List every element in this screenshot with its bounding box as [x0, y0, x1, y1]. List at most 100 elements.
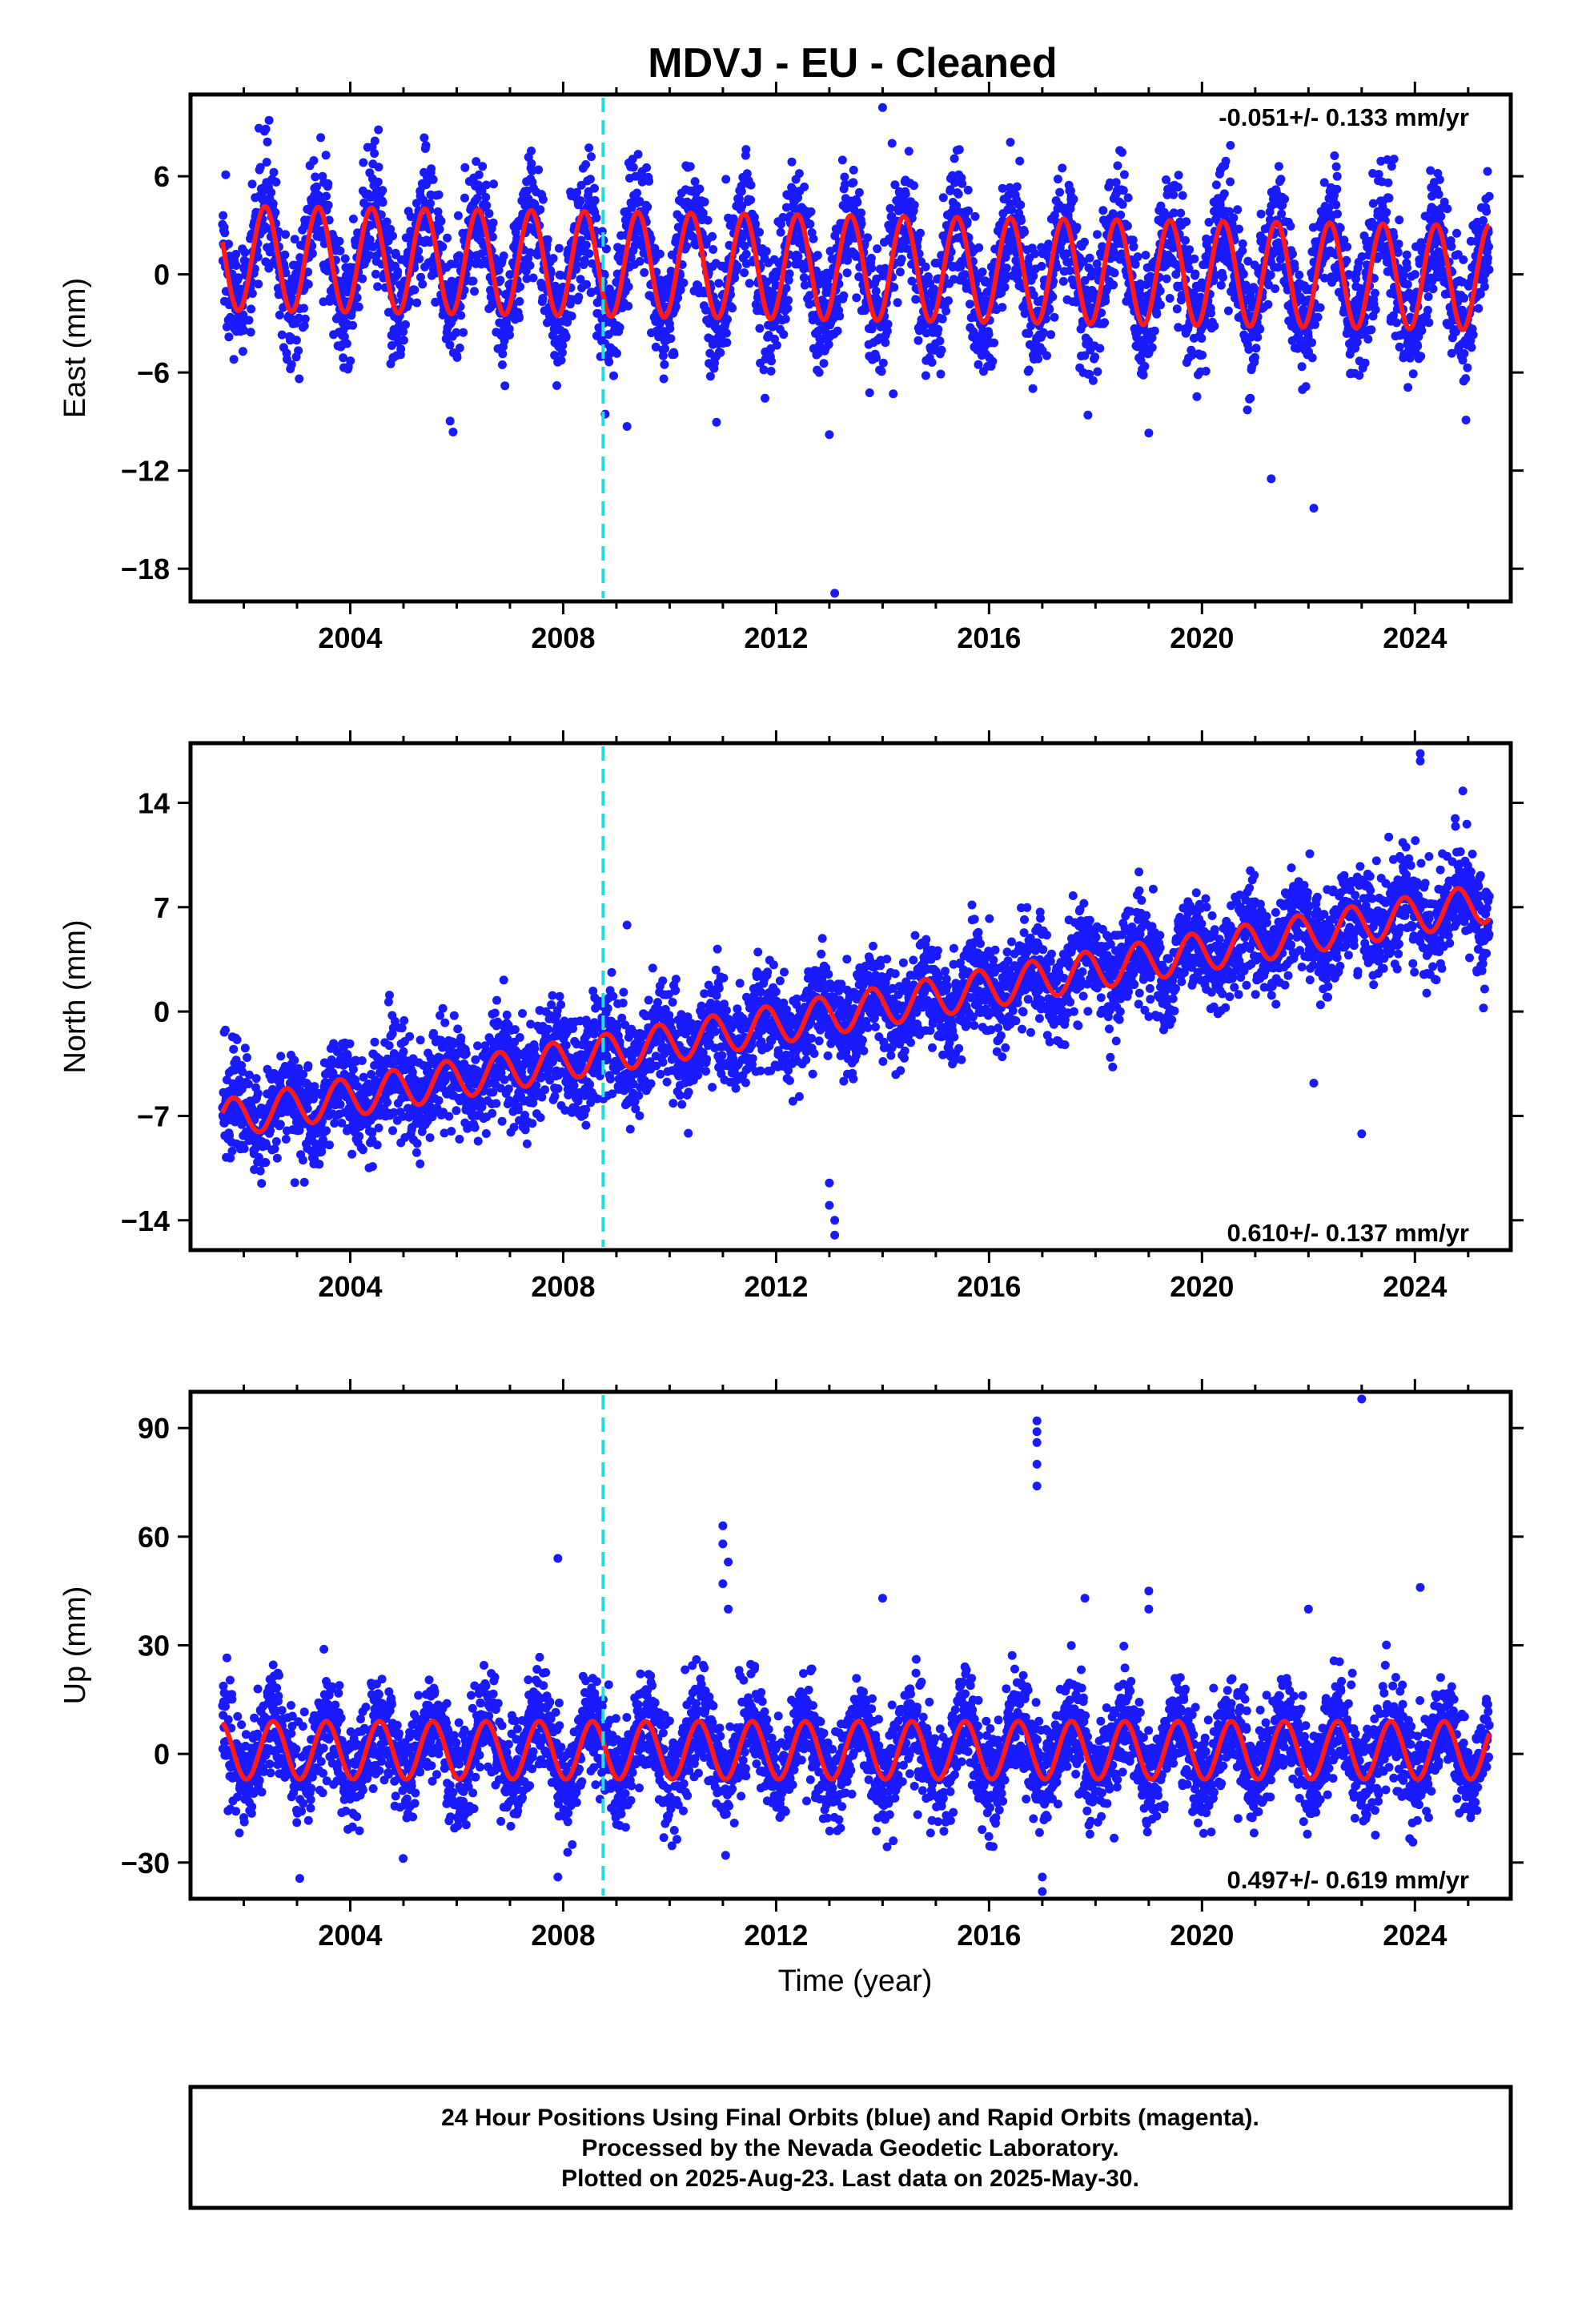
east-point	[231, 261, 241, 270]
east-point	[1192, 392, 1202, 401]
east-rate-label: -0.051+/- 0.133 mm/yr	[1219, 103, 1469, 131]
east-point	[525, 248, 535, 257]
east-point	[833, 326, 842, 336]
east-point	[378, 198, 387, 207]
east-point	[632, 188, 642, 198]
east-point	[418, 279, 428, 289]
east-point	[536, 205, 545, 215]
east-point	[1435, 175, 1444, 184]
east-point	[550, 351, 560, 360]
east-point	[453, 211, 463, 220]
east-point	[733, 262, 742, 271]
east-point	[312, 182, 321, 191]
east-point	[1210, 321, 1219, 331]
east-point	[456, 311, 466, 320]
east-point	[484, 209, 494, 219]
east-point	[412, 298, 422, 308]
east-point	[1090, 352, 1100, 362]
east-point	[438, 242, 448, 251]
east-point	[277, 330, 287, 340]
east-point	[1428, 284, 1438, 294]
east-point	[781, 314, 790, 324]
east-point	[323, 200, 333, 210]
east-point	[420, 133, 429, 143]
east-point	[695, 184, 705, 194]
east-point	[1474, 304, 1484, 313]
east-point	[721, 328, 731, 338]
east-point	[1169, 190, 1178, 199]
east-point	[1198, 350, 1207, 360]
east-point	[1016, 200, 1026, 210]
east-point	[889, 283, 899, 292]
east-point	[766, 367, 776, 376]
east-point	[1055, 187, 1065, 197]
east-point	[698, 208, 708, 218]
east-point	[316, 133, 326, 143]
east-point	[358, 274, 367, 283]
east-point	[1483, 167, 1492, 176]
east-point	[737, 187, 746, 196]
east-point	[728, 304, 737, 313]
east-point	[452, 352, 462, 362]
east-point	[612, 348, 621, 358]
east-point	[904, 147, 913, 156]
east-point	[319, 297, 328, 307]
east-point	[1219, 272, 1227, 282]
east-point	[1219, 189, 1229, 199]
east-point	[1223, 306, 1233, 316]
east-point	[374, 163, 383, 172]
north-point	[298, 1156, 307, 1165]
east-point	[247, 304, 256, 314]
north-point	[276, 1051, 286, 1061]
east-point	[1263, 300, 1273, 309]
east-point	[481, 180, 491, 190]
east-point	[1197, 334, 1207, 343]
east-point	[220, 228, 230, 238]
east-xtick-label: 2016	[957, 621, 1021, 654]
east-point	[359, 158, 368, 167]
east-point	[1424, 318, 1434, 328]
east-xtick-label: 2012	[744, 621, 808, 654]
east-point	[712, 417, 721, 427]
east-point	[352, 293, 362, 303]
east-point	[275, 310, 284, 320]
east-point	[346, 356, 355, 366]
east-point	[895, 267, 905, 277]
east-point	[325, 294, 335, 303]
east-point	[322, 191, 331, 201]
east-point	[309, 156, 319, 165]
east-point	[370, 149, 379, 159]
east-point	[246, 328, 255, 337]
east-point	[1384, 193, 1394, 203]
east-outlier-point	[622, 422, 632, 431]
east-point	[574, 292, 584, 302]
east-point	[934, 324, 943, 334]
east-point	[428, 175, 438, 184]
east-point	[576, 196, 585, 206]
east-point	[1030, 249, 1040, 259]
east-point	[1050, 312, 1059, 322]
east-points	[218, 103, 1494, 598]
north-point	[239, 1144, 249, 1153]
east-point	[1382, 207, 1391, 217]
east-point	[528, 273, 538, 283]
east-point	[958, 179, 967, 188]
east-point	[852, 293, 861, 303]
east-point	[660, 360, 669, 369]
east-point	[1480, 282, 1489, 292]
east-point	[348, 214, 358, 223]
east-point	[809, 234, 818, 243]
east-point	[1452, 228, 1461, 238]
east-point	[954, 189, 963, 199]
east-point	[921, 262, 930, 271]
east-point	[839, 291, 849, 300]
east-point	[515, 313, 524, 323]
east-point	[1256, 209, 1266, 219]
east-point	[1207, 308, 1215, 318]
east-point	[470, 287, 479, 296]
east-point	[388, 231, 397, 241]
east-point	[468, 276, 478, 286]
east-point	[1138, 370, 1148, 380]
north-point	[229, 1044, 239, 1054]
east-point	[1394, 239, 1403, 249]
